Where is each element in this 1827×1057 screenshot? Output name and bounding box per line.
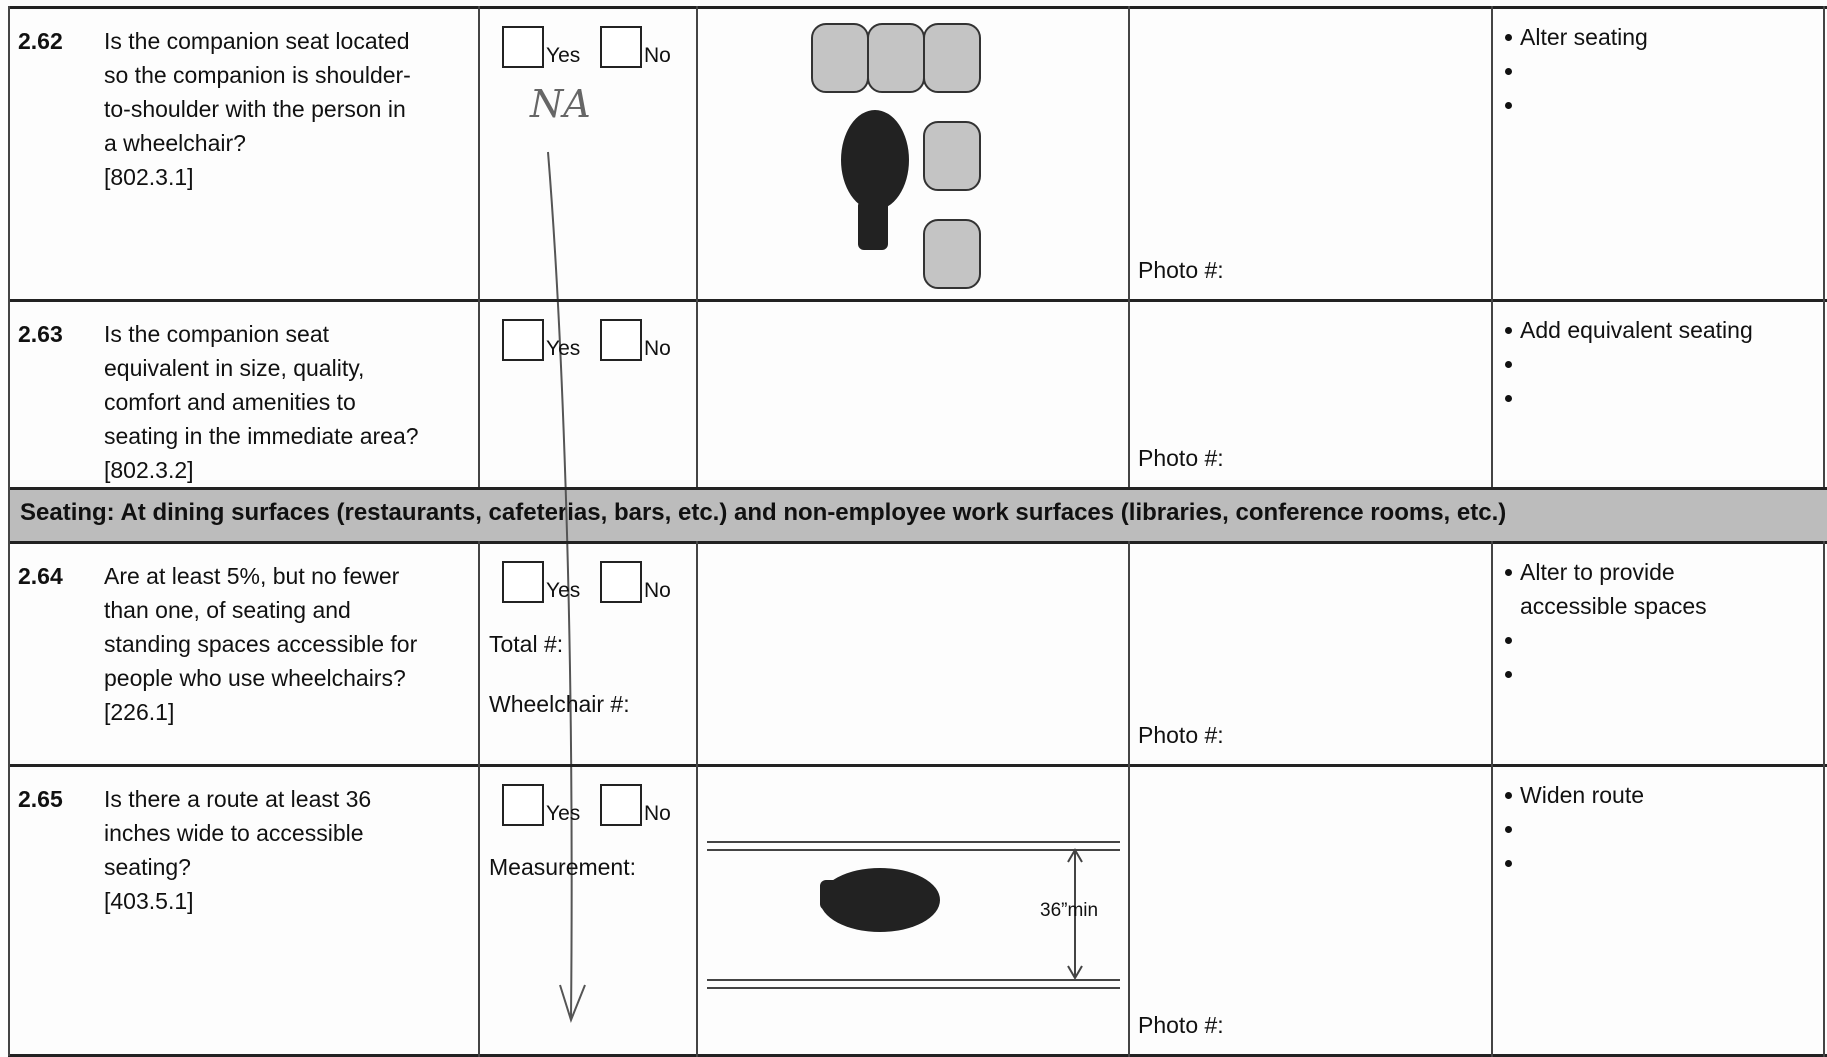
item-number: 2.63 xyxy=(18,321,63,347)
bullet xyxy=(1505,671,1512,678)
question-line: standing spaces accessible for xyxy=(104,631,418,657)
checkbox-label: Yes xyxy=(546,337,581,360)
item-number: 2.62 xyxy=(18,28,63,54)
column-rule xyxy=(1491,6,1493,487)
reference: [802.3.2] xyxy=(104,457,194,483)
row-rule xyxy=(8,6,1827,9)
question-line: to-shoulder with the person in xyxy=(104,96,406,122)
reference: [403.5.1] xyxy=(104,888,194,914)
checkbox-label: Yes xyxy=(546,579,581,602)
row-rule xyxy=(8,487,1827,490)
bullet xyxy=(1505,569,1512,576)
checkbox[interactable] xyxy=(600,26,642,68)
checkbox-label: Yes xyxy=(546,44,581,67)
figure-label: 36”min xyxy=(1040,900,1099,921)
question-line: than one, of seating and xyxy=(104,597,351,623)
edge xyxy=(8,6,10,1056)
column-rule xyxy=(1823,541,1825,1057)
column-rule xyxy=(1823,6,1825,487)
question-line: Is the companion seat xyxy=(104,321,330,347)
item-number: 2.65 xyxy=(18,786,63,812)
column-rule xyxy=(478,6,480,487)
checkbox[interactable] xyxy=(600,561,642,603)
column-rule xyxy=(1128,541,1130,1057)
question-line: people who use wheelchairs? xyxy=(104,665,406,691)
bullet xyxy=(1505,68,1512,75)
bullet xyxy=(1505,361,1512,368)
bullet xyxy=(1505,860,1512,867)
checkbox[interactable] xyxy=(502,784,544,826)
question-line: a wheelchair? xyxy=(104,130,246,156)
question-line: Is there a route at least 36 xyxy=(104,786,372,812)
checkbox[interactable] xyxy=(502,26,544,68)
solution: Alter to provide xyxy=(1520,559,1675,585)
solution: Widen route xyxy=(1520,782,1645,808)
section-band xyxy=(10,487,1827,541)
checkbox[interactable] xyxy=(502,319,544,361)
checkbox-label: Yes xyxy=(546,802,581,825)
checkbox[interactable] xyxy=(600,784,642,826)
question-line: comfort and amenities to xyxy=(104,389,356,415)
photo-label: Photo #: xyxy=(1138,445,1224,471)
section-header: Seating: At dining surfaces (restaurants… xyxy=(20,499,1507,526)
checkbox-label: No xyxy=(644,802,671,825)
question-line: seating? xyxy=(104,854,191,880)
field-label: Total #: xyxy=(489,631,564,657)
column-rule xyxy=(1491,541,1493,1057)
checkbox[interactable] xyxy=(502,561,544,603)
question-line: Are at least 5%, but no fewer xyxy=(104,563,400,589)
question-line: inches wide to accessible xyxy=(104,820,364,846)
bullet xyxy=(1505,637,1512,644)
bullet xyxy=(1505,34,1512,41)
handwritten-note: NA xyxy=(530,82,591,126)
photo-label: Photo #: xyxy=(1138,722,1224,748)
question-line: seating in the immediate area? xyxy=(104,423,419,449)
bullet xyxy=(1505,327,1512,334)
column-rule xyxy=(478,541,480,1057)
row-rule xyxy=(8,541,1827,544)
question-line: so the companion is shoulder- xyxy=(104,62,411,88)
row-rule xyxy=(8,1054,1827,1057)
checkbox-label: No xyxy=(644,337,671,360)
item-number: 2.64 xyxy=(18,563,63,589)
photo-label: Photo #: xyxy=(1138,1012,1224,1038)
solution: accessible spaces xyxy=(1520,593,1707,619)
checkbox[interactable] xyxy=(600,319,642,361)
column-rule xyxy=(696,6,698,487)
bullet xyxy=(1505,792,1512,799)
solution: Alter seating xyxy=(1520,24,1648,50)
bullet xyxy=(1505,826,1512,833)
bullet xyxy=(1505,102,1512,109)
column-rule xyxy=(696,541,698,1057)
field-label: Wheelchair #: xyxy=(489,691,630,717)
checkbox-label: No xyxy=(644,579,671,602)
row-rule xyxy=(8,764,1827,767)
column-rule xyxy=(1128,6,1130,487)
bullet xyxy=(1505,395,1512,402)
photo-label: Photo #: xyxy=(1138,257,1224,283)
solution: Add equivalent seating xyxy=(1520,317,1753,343)
question-line: equivalent in size, quality, xyxy=(104,355,365,381)
row-rule xyxy=(8,299,1827,302)
checkbox-label: No xyxy=(644,44,671,67)
reference: [226.1] xyxy=(104,699,175,725)
question-line: Is the companion seat located xyxy=(104,28,410,54)
field-label: Measurement: xyxy=(489,854,637,880)
reference: [802.3.1] xyxy=(104,164,194,190)
